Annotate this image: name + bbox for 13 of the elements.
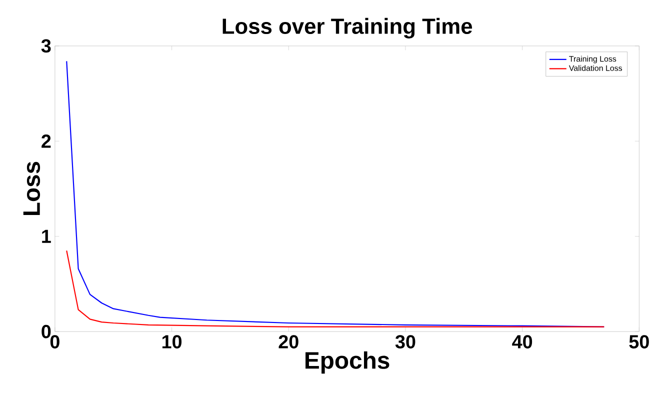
y-tick-label: 2 (42, 134, 51, 148)
x-tick-label: 10 (162, 334, 182, 348)
x-tick-label: 0 (50, 334, 60, 348)
x-tick-label: 40 (512, 334, 532, 348)
y-tick-label: 0 (42, 324, 51, 338)
y-tick-label: 1 (42, 230, 51, 243)
x-tick-label: 50 (629, 334, 649, 348)
x-tick-label: 20 (278, 334, 298, 348)
y-tick-label: 3 (41, 39, 51, 52)
y-axis-title: Loss (23, 162, 40, 215)
chart-title: Loss over Training Time (222, 18, 472, 38)
x-tick-label: 30 (395, 334, 416, 348)
x-axis-title: Epochs (306, 351, 390, 374)
